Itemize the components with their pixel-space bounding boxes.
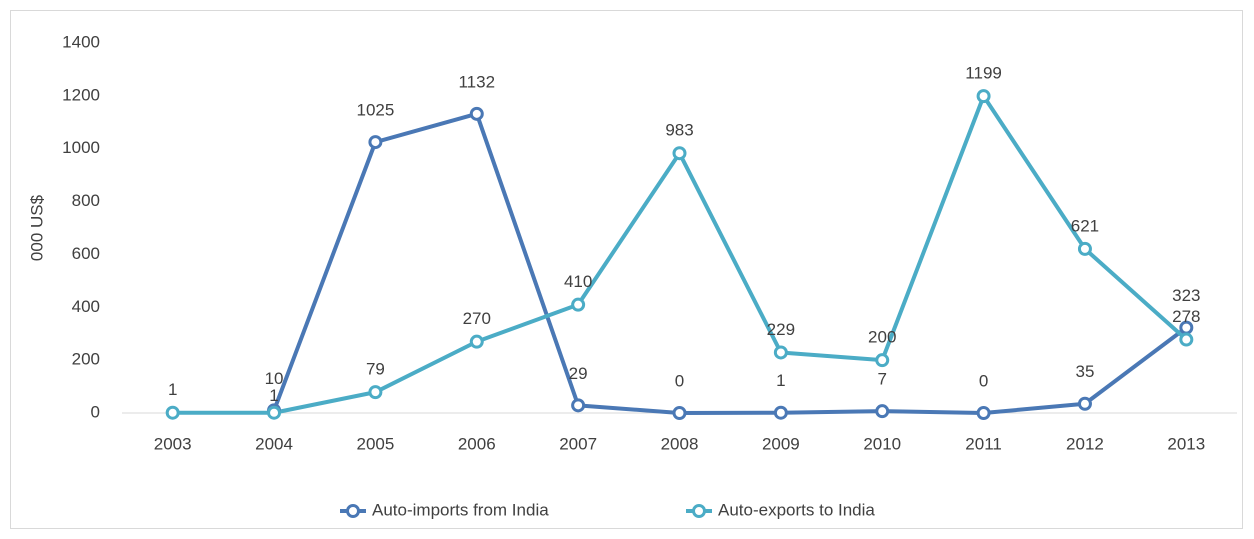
point [976, 406, 991, 420]
x-tick-label: 2007 [559, 434, 597, 453]
y-tick-label: 200 [72, 350, 100, 369]
x-tick-label: 2004 [255, 434, 293, 453]
point [469, 106, 484, 121]
point [165, 405, 180, 420]
point [875, 353, 890, 368]
y-tick-label: 0 [91, 402, 100, 421]
point [469, 334, 484, 349]
y-axis-label: 000 US$ [27, 194, 46, 261]
point [1179, 332, 1194, 347]
data-label: 0 [675, 371, 684, 390]
point [571, 297, 586, 312]
chart-border [10, 10, 1243, 529]
x-tick-label: 2003 [154, 434, 192, 453]
y-tick-label: 1400 [62, 32, 100, 51]
data-label: 1199 [965, 64, 1002, 83]
point [773, 345, 788, 360]
data-label: 7 [877, 370, 886, 389]
x-tick-label: 2009 [762, 434, 800, 453]
data-label: 200 [868, 328, 896, 347]
data-label: 621 [1071, 216, 1099, 235]
data-label: 10 [265, 369, 284, 388]
point [1077, 396, 1092, 411]
y-tick-label: 1200 [62, 85, 100, 104]
data-label: 410 [564, 272, 592, 291]
data-label: 79 [366, 360, 385, 379]
point [368, 135, 383, 150]
y-tick-label: 800 [72, 191, 100, 210]
data-label: 1 [269, 386, 278, 405]
data-label: 35 [1075, 362, 1094, 381]
point [368, 385, 383, 400]
series-line [272, 111, 1188, 415]
x-tick-label: 2013 [1167, 434, 1205, 453]
point [267, 405, 282, 420]
data-label: 983 [665, 121, 693, 140]
x-tick-label: 2010 [863, 434, 901, 453]
x-tick-label: 2008 [661, 434, 699, 453]
data-label: 0 [979, 371, 988, 390]
point [1077, 241, 1092, 256]
legend-marker [346, 504, 360, 518]
data-label: 1025 [356, 101, 394, 120]
data-label: 1132 [458, 72, 495, 91]
x-tick-label: 2011 [965, 434, 1002, 453]
y-tick-label: 1000 [62, 138, 100, 157]
data-label: 1 [168, 380, 177, 399]
x-tick-label: 2005 [356, 434, 394, 453]
data-label: 229 [767, 320, 795, 339]
x-tick-label: 2012 [1066, 434, 1104, 453]
point [773, 405, 788, 420]
legend-label: Auto-exports to India [718, 500, 875, 519]
y-tick-label: 600 [72, 244, 100, 263]
x-tick-label: 2006 [458, 434, 496, 453]
legend-marker [692, 504, 706, 518]
legend-label: Auto-imports from India [372, 500, 549, 519]
point [571, 398, 586, 413]
y-tick-label: 400 [72, 297, 100, 316]
data-label: 323 [1172, 286, 1200, 305]
data-label: 270 [463, 309, 491, 328]
data-label: 278 [1172, 307, 1200, 326]
data-label: 1 [776, 371, 785, 390]
point [672, 146, 687, 161]
data-label: 29 [569, 364, 588, 383]
point [976, 89, 991, 104]
point [672, 406, 687, 420]
point [875, 404, 890, 419]
